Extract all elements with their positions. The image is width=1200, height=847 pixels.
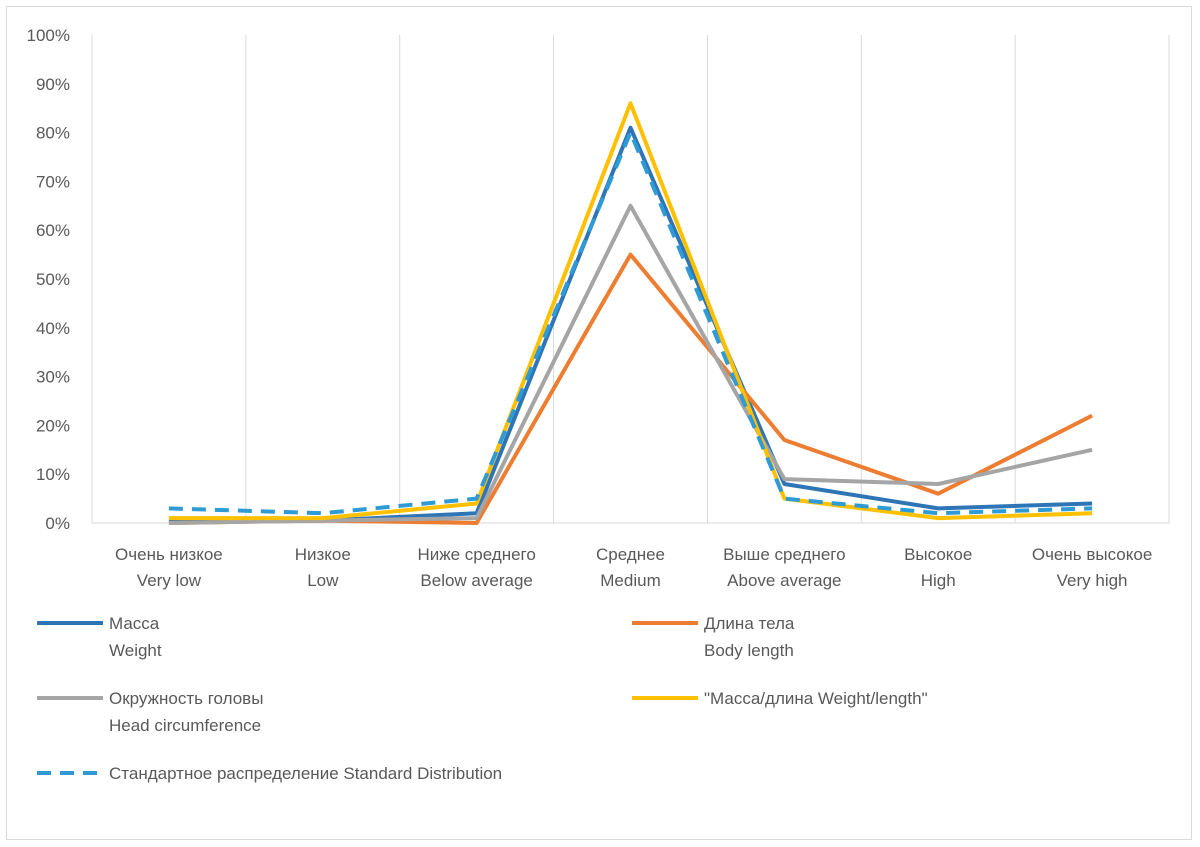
legend-label: "Масса/длина Weight/length" [704, 689, 928, 708]
chart-frame [6, 6, 1192, 840]
y-tick-label: 50% [36, 270, 70, 289]
x-tick-label: Very low [137, 571, 202, 590]
series-line [168, 130, 1093, 516]
legend-label: Body length [704, 641, 794, 660]
x-tick-label: Medium [600, 571, 660, 590]
x-tick-label: Below average [420, 571, 532, 590]
y-tick-label: 30% [36, 368, 70, 387]
y-tick-label: 20% [36, 416, 70, 435]
x-tick-label: Очень высокое [1032, 545, 1152, 564]
y-tick-label: 10% [36, 465, 70, 484]
series-line [168, 252, 1094, 525]
series-line [168, 125, 1093, 523]
x-tick-label: Above average [727, 571, 841, 590]
legend: Масса Weight Длина тела Body length Окружнос… [37, 614, 928, 783]
y-tick-label: 100% [27, 26, 70, 45]
legend-label: Стандартное распределение Standard Distr… [109, 764, 502, 783]
x-tick-label: Выше среднего [723, 545, 845, 564]
legend-label: Длина тела [704, 614, 795, 633]
legend-label: Масса [109, 614, 160, 633]
series-layer [168, 101, 1094, 525]
y-tick-label: 80% [36, 124, 70, 143]
y-tick-label: 90% [36, 75, 70, 94]
x-tick-label: Low [307, 571, 339, 590]
series-line [168, 101, 1093, 521]
y-tick-label: 40% [36, 319, 70, 338]
series-line [168, 203, 1093, 525]
grid-layer [91, 35, 1170, 523]
legend-label: Окружность головы [109, 689, 263, 708]
y-tick-label: 60% [36, 221, 70, 240]
y-tick-label: 0% [45, 514, 70, 533]
x-tick-label: Очень низкое [115, 545, 223, 564]
legend-label: Head circumference [109, 716, 261, 735]
x-tick-label: Very high [1057, 571, 1128, 590]
y-tick-label: 70% [36, 172, 70, 191]
legend-label: Weight [109, 641, 162, 660]
x-tick-label: Низкое [295, 545, 351, 564]
x-tick-label: Ниже среднего [417, 545, 535, 564]
x-tick-label: High [921, 571, 956, 590]
x-tick-label: Среднее [596, 545, 665, 564]
x-tick-label: Высокое [904, 545, 972, 564]
